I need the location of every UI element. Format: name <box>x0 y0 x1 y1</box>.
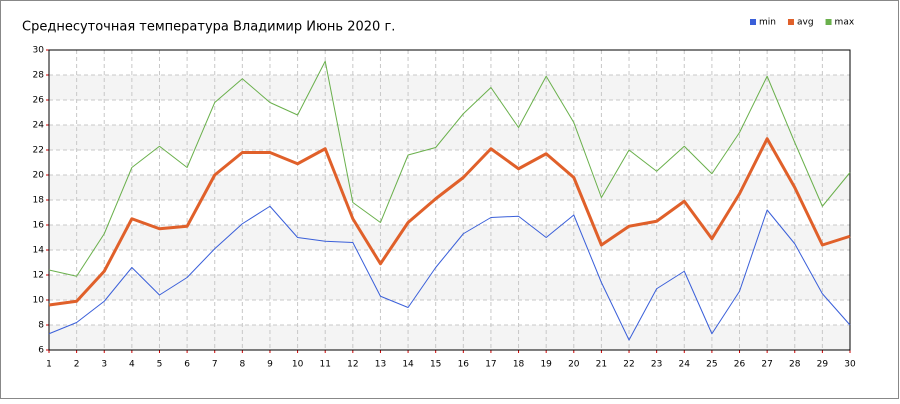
plot-border <box>48 49 851 351</box>
y-tick-label: 14 <box>33 246 45 256</box>
x-tick-label: 20 <box>568 360 580 370</box>
x-tick-label: 14 <box>402 360 414 370</box>
x-tick-label: 19 <box>540 360 552 370</box>
x-tick-label: 23 <box>651 360 662 370</box>
x-tick-label: 25 <box>706 360 717 370</box>
x-tick-label: 24 <box>679 360 691 370</box>
x-tick-label: 5 <box>157 360 163 370</box>
legend-swatch <box>825 19 832 25</box>
x-tick-label: 22 <box>623 360 634 370</box>
x-tick-label: 21 <box>596 360 607 370</box>
series-line <box>48 60 851 277</box>
x-tick-label: 11 <box>319 360 330 370</box>
legend-label: max <box>835 18 855 28</box>
x-tick-label: 30 <box>844 360 856 370</box>
y-tick-label: 16 <box>33 221 45 231</box>
series-line <box>48 205 851 341</box>
x-tick-label: 3 <box>101 360 107 370</box>
x-tick-label: 4 <box>129 360 135 370</box>
x-tick-label: 15 <box>430 360 441 370</box>
x-tick-label: 26 <box>734 360 746 370</box>
legend-label: avg <box>797 18 814 28</box>
x-tick-label: 10 <box>292 360 304 370</box>
x-tick-label: 8 <box>239 360 245 370</box>
y-tick-label: 20 <box>33 171 45 181</box>
y-tick-label: 6 <box>38 346 44 356</box>
y-tick-label: 8 <box>38 321 44 331</box>
y-tick-label: 30 <box>33 46 45 56</box>
x-tick-label: 7 <box>212 360 218 370</box>
x-tick-label: 13 <box>375 360 386 370</box>
x-tick-label: 9 <box>267 360 273 370</box>
background-band <box>49 325 850 350</box>
y-tick-label: 24 <box>33 121 45 131</box>
x-tick-label: 28 <box>789 360 801 370</box>
background-band <box>49 75 850 100</box>
x-tick-label: 16 <box>458 360 470 370</box>
legend-label: min <box>759 18 776 28</box>
series-line <box>48 137 851 307</box>
x-tick-label: 27 <box>761 360 772 370</box>
x-tick-label: 6 <box>184 360 190 370</box>
y-tick-label: 22 <box>33 146 44 156</box>
y-tick-label: 12 <box>33 271 44 281</box>
y-tick-label: 26 <box>33 96 45 106</box>
x-tick-label: 29 <box>817 360 829 370</box>
x-tick-label: 17 <box>485 360 496 370</box>
x-tick-label: 2 <box>74 360 80 370</box>
y-tick-label: 18 <box>33 196 45 206</box>
legend-swatch <box>787 19 794 25</box>
x-tick-label: 18 <box>513 360 525 370</box>
x-tick-label: 1 <box>46 360 52 370</box>
legend-swatch <box>750 19 756 25</box>
background-band <box>49 125 850 150</box>
y-tick-label: 10 <box>33 296 45 306</box>
y-tick-label: 28 <box>33 71 45 81</box>
chart-title: Среднесуточная температура Владимир Июнь… <box>22 20 395 35</box>
background-band <box>49 275 850 300</box>
x-tick-label: 12 <box>347 360 358 370</box>
